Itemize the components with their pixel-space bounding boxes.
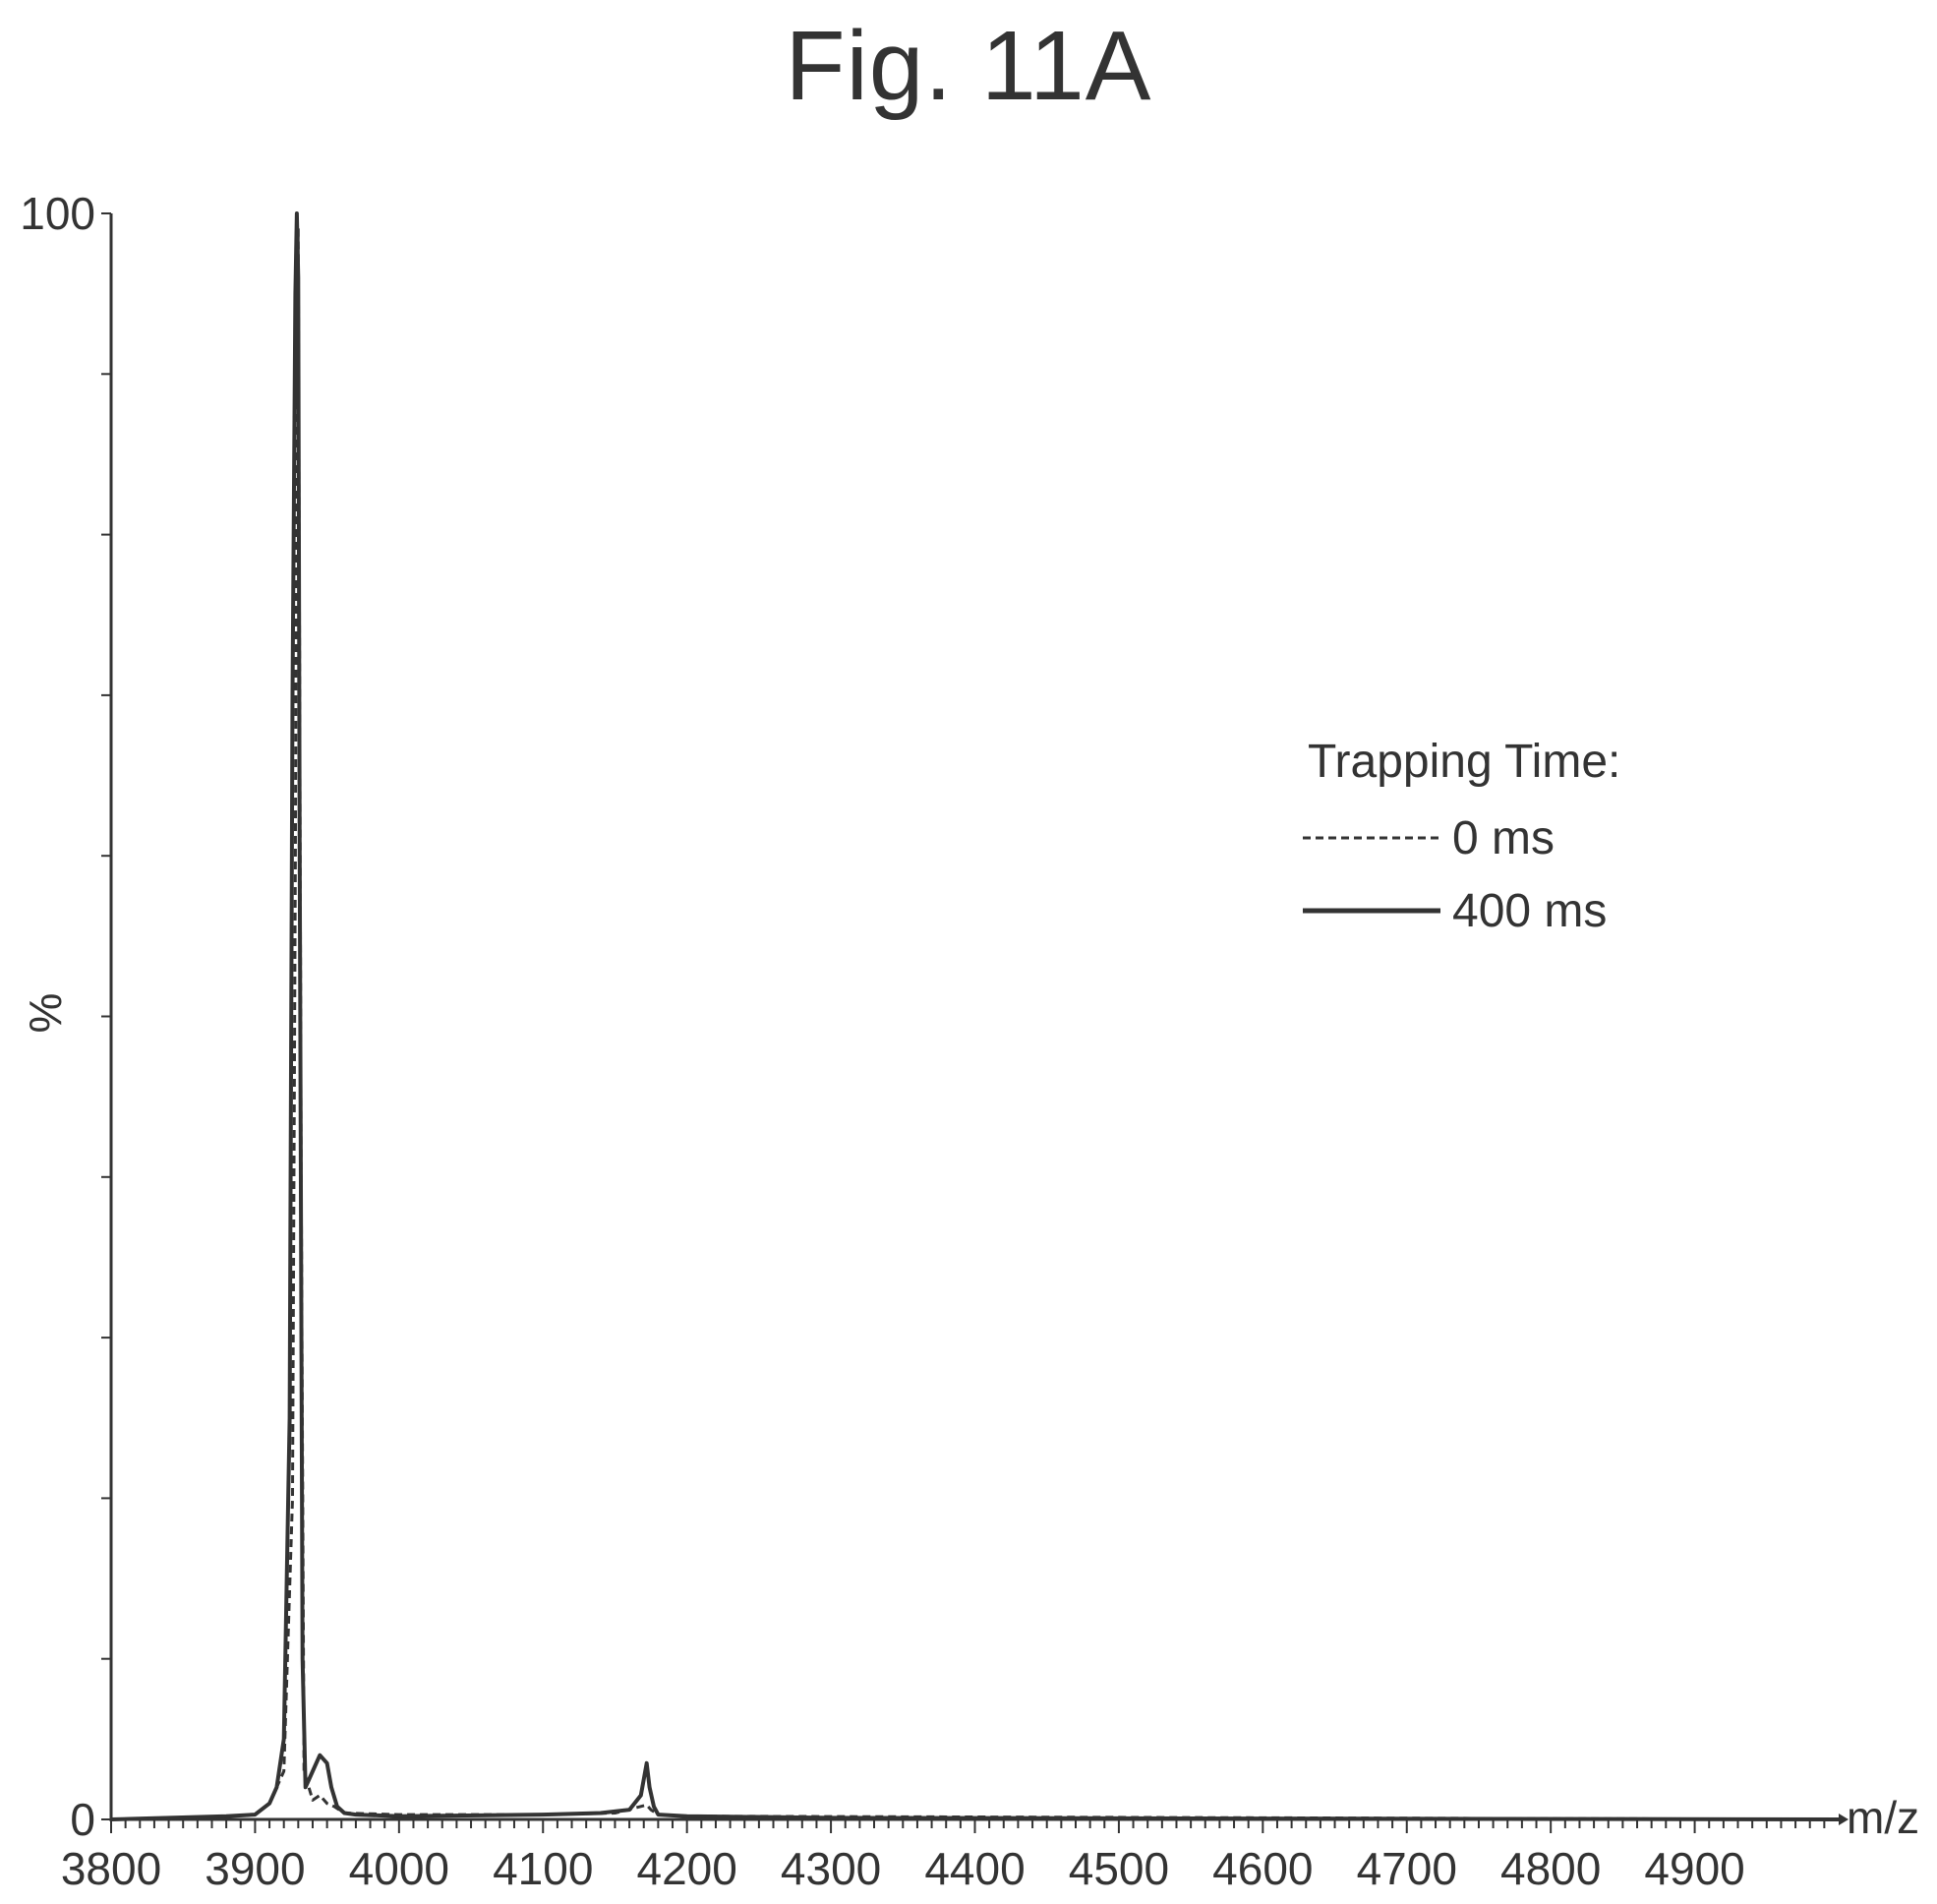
x-tick-label: 4000 (349, 1843, 449, 1894)
axes (109, 213, 1849, 1825)
legend-label-0ms: 0 ms (1452, 812, 1555, 864)
x-tick-label: 4600 (1212, 1843, 1313, 1894)
x-tick-label: 4100 (493, 1843, 593, 1894)
x-tick-label: 4900 (1644, 1843, 1744, 1894)
x-tick-label: 4400 (924, 1843, 1025, 1894)
x-tick-label: 4700 (1357, 1843, 1457, 1894)
x-ticks: 3800 3900 4000 4100 4200 4300 4400 4500 4600 4700… (61, 1819, 1826, 1894)
y-ticks: 0 100 (20, 188, 111, 1845)
x-axis-arrow (1839, 1814, 1849, 1825)
legend-title: Trapping Time: (1308, 736, 1620, 788)
x-axis-label: m/z (1847, 1792, 1919, 1843)
series-line-0ms (110, 227, 1840, 1821)
y-tick-label: 100 (20, 188, 95, 239)
x-tick-label: 4300 (781, 1843, 881, 1894)
x-tick-label: 4200 (636, 1843, 736, 1894)
x-tick-label: 4500 (1069, 1843, 1169, 1894)
figure-title: Fig. 11A (785, 11, 1152, 121)
x-tick-label: 3800 (61, 1843, 161, 1894)
x-tick-label: 4800 (1500, 1843, 1601, 1894)
legend: Trapping Time: 0 ms 400 ms (1303, 736, 1620, 937)
legend-label-400ms: 400 ms (1452, 885, 1607, 937)
series-layer (110, 211, 1840, 1821)
y-axis-label: % (20, 993, 71, 1034)
x-tick-label: 3900 (205, 1843, 305, 1894)
y-tick-label: 0 (70, 1794, 95, 1845)
series-line-400ms (110, 211, 1840, 1821)
